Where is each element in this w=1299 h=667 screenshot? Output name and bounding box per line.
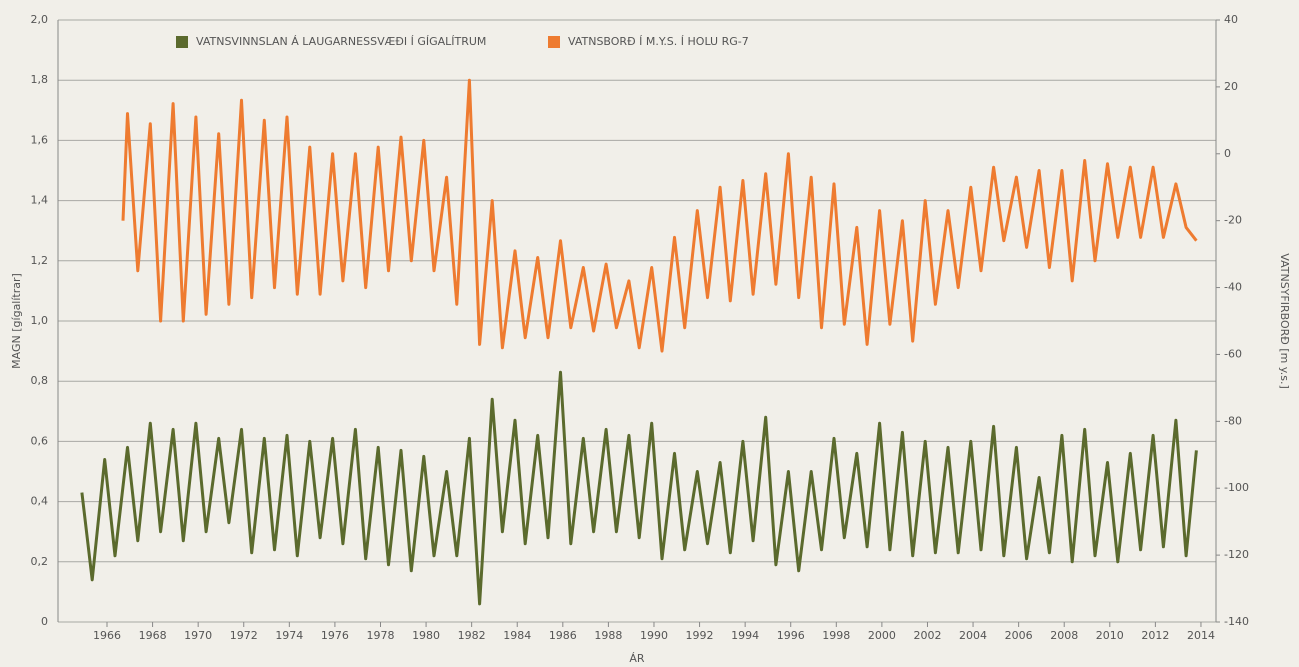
- x-tick-label: 1994: [731, 629, 759, 642]
- x-tick-label: 2014: [1187, 629, 1215, 642]
- x-tick-label: 1984: [503, 629, 531, 642]
- series-line: [121, 78, 1198, 353]
- legend-swatch: [548, 36, 560, 48]
- y2-tick-label: 40: [1224, 13, 1238, 26]
- series-line: [80, 370, 1198, 606]
- x-tick-label: 1988: [594, 629, 622, 642]
- y-tick-label: 1,2: [31, 254, 49, 267]
- x-tick-label: 2008: [1050, 629, 1078, 642]
- x-tick-label: 1986: [549, 629, 577, 642]
- y-tick-label: 1,0: [31, 314, 49, 327]
- x-tick-label: 1972: [230, 629, 258, 642]
- y-tick-label: 0,6: [31, 434, 49, 447]
- x-tick-label: 1980: [412, 629, 440, 642]
- y-tick-label: 1,6: [31, 133, 49, 146]
- y2-tick-label: -60: [1224, 347, 1242, 360]
- x-tick-label: 1990: [640, 629, 668, 642]
- y2-tick-label: -20: [1224, 214, 1242, 227]
- y-tick-label: 1,8: [31, 73, 49, 86]
- y2-tick-label: -140: [1224, 615, 1249, 628]
- y2-tick-label: 0: [1224, 147, 1231, 160]
- y2-tick-label: -100: [1224, 481, 1249, 494]
- x-tick-label: 1976: [321, 629, 349, 642]
- x-tick-label: 2012: [1141, 629, 1169, 642]
- x-tick-label: 1970: [184, 629, 212, 642]
- y-axis-label: MAGN [gígalítrar]: [10, 273, 23, 369]
- y-tick-label: 2,0: [31, 13, 49, 26]
- x-tick-label: 2002: [913, 629, 941, 642]
- y-tick-label: 0: [41, 615, 48, 628]
- y2-axis-label: VATNSYFIRBORÐ [m y.s.]: [1278, 253, 1291, 389]
- x-tick-label: 2006: [1005, 629, 1033, 642]
- x-tick-label: 1974: [275, 629, 303, 642]
- x-tick-label: 2000: [868, 629, 896, 642]
- y-tick-label: 1,4: [31, 194, 49, 207]
- x-tick-label: 1966: [93, 629, 121, 642]
- x-tick-label: 1998: [822, 629, 850, 642]
- y-tick-label: 0,4: [31, 495, 49, 508]
- y2-tick-label: -40: [1224, 281, 1242, 294]
- x-tick-label: 1992: [686, 629, 714, 642]
- x-tick-label: 1996: [777, 629, 805, 642]
- x-axis-label: ÁR: [629, 652, 645, 665]
- y2-tick-label: -120: [1224, 548, 1249, 561]
- y2-tick-label: 20: [1224, 80, 1238, 93]
- y-tick-label: 0,2: [31, 555, 49, 568]
- x-tick-label: 1982: [458, 629, 486, 642]
- legend-swatch: [176, 36, 188, 48]
- x-tick-label: 2010: [1096, 629, 1124, 642]
- x-tick-label: 1978: [366, 629, 394, 642]
- legend-label: VATNSBORÐ Í M.Y.S. Í HOLU RG-7: [568, 35, 749, 48]
- legend-label: VATNSVINNSLAN Á LAUGARNESSVÆÐI Í GÍGALÍT…: [196, 35, 486, 48]
- x-tick-label: 2004: [959, 629, 987, 642]
- y-tick-label: 0,8: [31, 374, 49, 387]
- x-tick-label: 1968: [139, 629, 167, 642]
- y2-tick-label: -80: [1224, 414, 1242, 427]
